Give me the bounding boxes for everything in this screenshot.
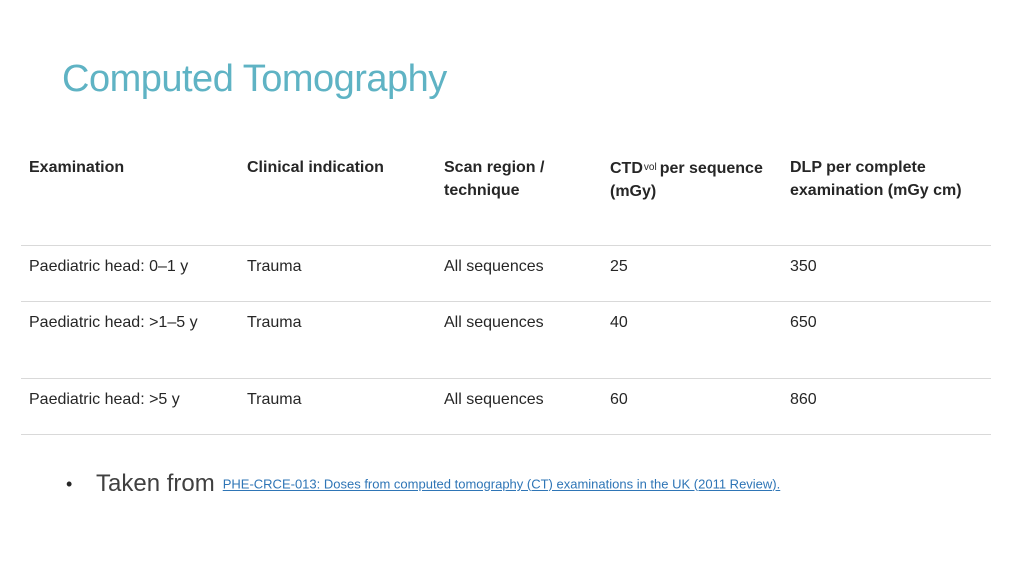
- table-row: Paediatric head: >5 y Trauma All sequenc…: [21, 378, 991, 435]
- source-note: • Taken from PHE-CRCE-013: Doses from comp…: [66, 470, 780, 498]
- source-document-link[interactable]: PHE-CRCE-013: Doses from computed tomogr…: [222, 476, 781, 492]
- cell-examination: Paediatric head: >1–5 y: [21, 301, 239, 379]
- header-ctdvol: CTDvol per sequence (mGy): [602, 146, 782, 246]
- cell-examination: Paediatric head: >5 y: [21, 378, 239, 435]
- cell-dlp: 860: [782, 378, 991, 435]
- bullet-icon: •: [66, 473, 73, 494]
- cell-indication: Trauma: [239, 378, 436, 435]
- cell-dlp: 650: [782, 301, 991, 379]
- cell-region: All sequences: [436, 301, 602, 379]
- cell-ctdvol: 60: [602, 378, 782, 435]
- table-row: Paediatric head: >1–5 y Trauma All seque…: [21, 301, 991, 379]
- header-dlp: DLP per complete examination (mGy cm): [782, 146, 991, 246]
- table-header-row: Examination Clinical indication Scan reg…: [21, 146, 991, 246]
- header-ctdvol-rest: per sequence (mGy): [610, 160, 763, 200]
- taken-from-label: Taken from: [96, 470, 215, 497]
- header-scan-region: Scan region / technique: [436, 146, 602, 246]
- cell-ctdvol: 25: [602, 245, 782, 302]
- header-ctdvol-main: CTD: [610, 160, 643, 177]
- header-examination: Examination: [21, 146, 239, 246]
- dose-reference-table: Examination Clinical indication Scan reg…: [21, 146, 991, 435]
- header-clinical-indication: Clinical indication: [239, 146, 436, 246]
- cell-indication: Trauma: [239, 301, 436, 379]
- header-ctdvol-subscript: vol: [643, 162, 657, 173]
- cell-region: All sequences: [436, 378, 602, 435]
- slide-title: Computed Tomography: [62, 58, 447, 100]
- cell-region: All sequences: [436, 245, 602, 302]
- cell-dlp: 350: [782, 245, 991, 302]
- cell-indication: Trauma: [239, 245, 436, 302]
- cell-ctdvol: 40: [602, 301, 782, 379]
- table-row: Paediatric head: 0–1 y Trauma All sequen…: [21, 245, 991, 302]
- cell-examination: Paediatric head: 0–1 y: [21, 245, 239, 302]
